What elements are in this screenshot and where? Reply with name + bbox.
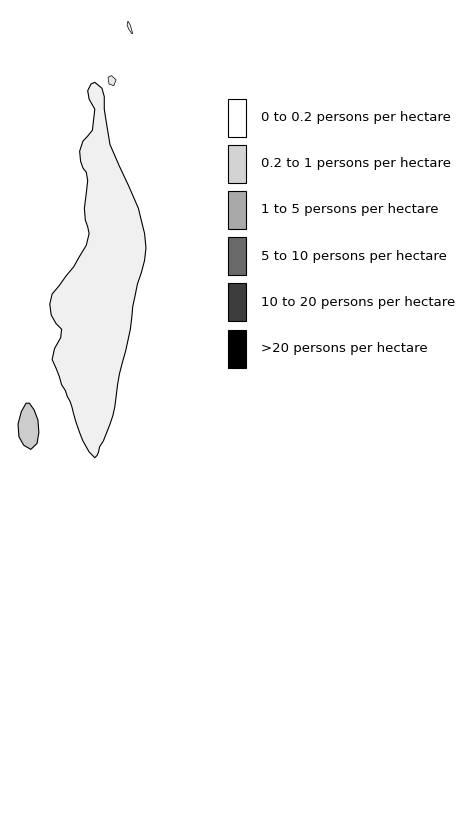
Text: 0 to 0.2 persons per hectare: 0 to 0.2 persons per hectare xyxy=(261,111,451,124)
Bar xyxy=(228,237,246,276)
Bar xyxy=(228,98,246,136)
Text: 10 to 20 persons per hectare: 10 to 20 persons per hectare xyxy=(261,296,455,309)
Bar xyxy=(228,329,246,368)
Polygon shape xyxy=(50,82,146,458)
Polygon shape xyxy=(108,76,116,86)
Bar xyxy=(228,191,246,228)
Text: 5 to 10 persons per hectare: 5 to 10 persons per hectare xyxy=(261,249,447,263)
Text: >20 persons per hectare: >20 persons per hectare xyxy=(261,342,428,355)
Text: 1 to 5 persons per hectare: 1 to 5 persons per hectare xyxy=(261,203,438,217)
Text: 0.2 to 1 persons per hectare: 0.2 to 1 persons per hectare xyxy=(261,157,451,171)
Bar xyxy=(228,144,246,183)
Bar xyxy=(228,283,246,321)
Polygon shape xyxy=(127,21,133,34)
Polygon shape xyxy=(18,403,39,449)
